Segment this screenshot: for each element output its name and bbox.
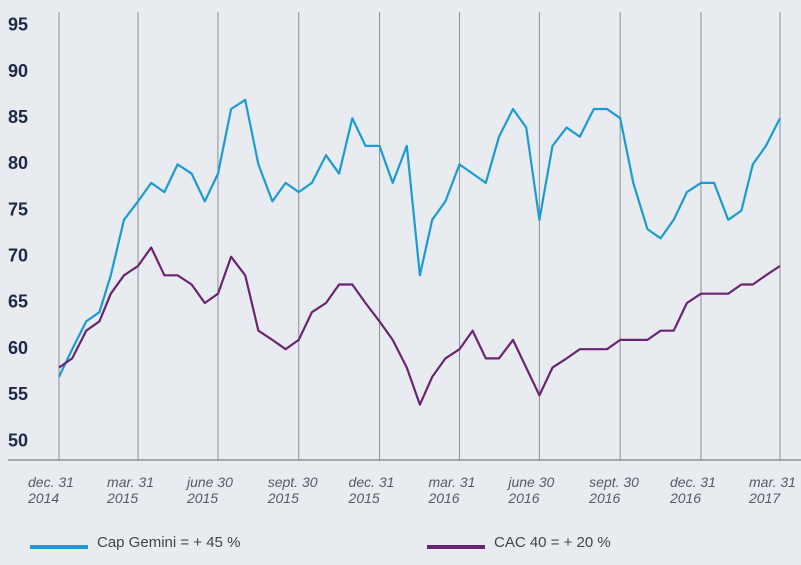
y-tick-label: 60	[8, 338, 28, 358]
x-tick-label: mar. 31 2015	[107, 474, 154, 506]
x-tick-label: dec. 31 2016	[669, 474, 716, 506]
y-tick-label: 70	[8, 246, 28, 266]
x-tick-label: june 30 2015	[186, 474, 233, 506]
x-tick-label: mar. 31 2017	[749, 474, 796, 506]
series-line	[58, 98, 781, 378]
y-tick-label: 80	[8, 153, 28, 173]
x-tick-label: dec. 31 2014	[28, 474, 74, 506]
y-tick-label: 75	[8, 199, 28, 219]
legend-label: CAC 40 = + 20 %	[494, 534, 611, 551]
legend-label: Cap Gemini = + 45 %	[97, 534, 240, 551]
x-tick-label: mar. 31 2016	[428, 474, 476, 506]
y-tick-label: 50	[8, 430, 28, 450]
x-tick-label: sept. 30 2015	[267, 474, 318, 506]
y-tick-label: 90	[8, 61, 28, 81]
y-tick-label: 55	[8, 384, 28, 404]
y-tick-label: 95	[8, 15, 28, 35]
y-tick-label: 85	[8, 107, 28, 127]
x-tick-label: june 30 2016	[508, 474, 555, 506]
series-line	[58, 246, 781, 406]
x-tick-label: sept. 30 2016	[589, 474, 639, 506]
x-tick-label: dec. 31 2015	[348, 474, 395, 506]
y-tick-label: 65	[8, 292, 28, 312]
